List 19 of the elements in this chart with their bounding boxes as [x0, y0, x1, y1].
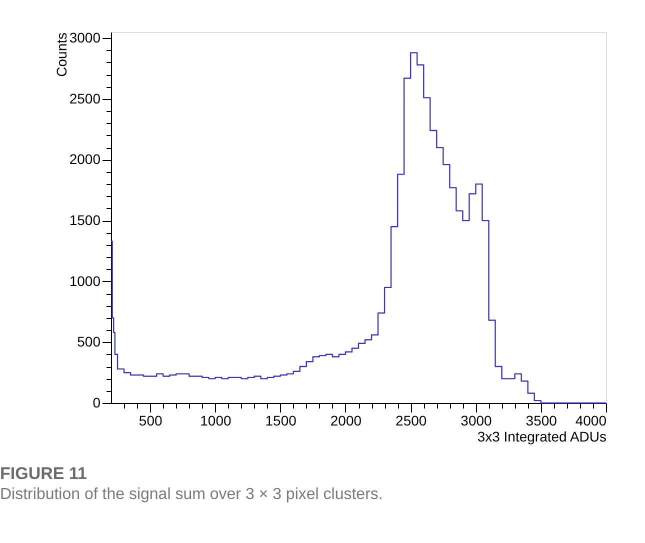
x-tick-label: 2500 — [396, 412, 427, 428]
y-tick-label: 2500 — [69, 90, 101, 106]
y-tick-label: 2000 — [69, 151, 101, 168]
y-tick-label: 1500 — [69, 212, 101, 228]
x-tick-label: 1500 — [265, 412, 297, 428]
caption: FIGURE 11 — [0, 464, 87, 483]
y-tick-label: 3000 — [69, 30, 101, 46]
x-axis-title: 3x3 Integrated ADUs — [477, 428, 606, 444]
y-tick-label: 500 — [77, 334, 101, 350]
x-tick-label: 3000 — [460, 412, 492, 428]
x-tick-label: 3500 — [526, 412, 558, 428]
y-tick-label: 1000 — [69, 272, 101, 289]
text: Distribution of the signal sum over 3 × 3 pixel clusters. — [0, 486, 383, 503]
y-tick-label: 0 — [92, 394, 101, 410]
y-axis-title: Counts — [54, 32, 70, 77]
x-tick-label: 2000 — [330, 412, 362, 428]
x-tick-label: 4000 — [575, 412, 607, 428]
x-tick-label: 1000 — [200, 412, 232, 428]
x-tick-label: 500 — [138, 412, 162, 428]
